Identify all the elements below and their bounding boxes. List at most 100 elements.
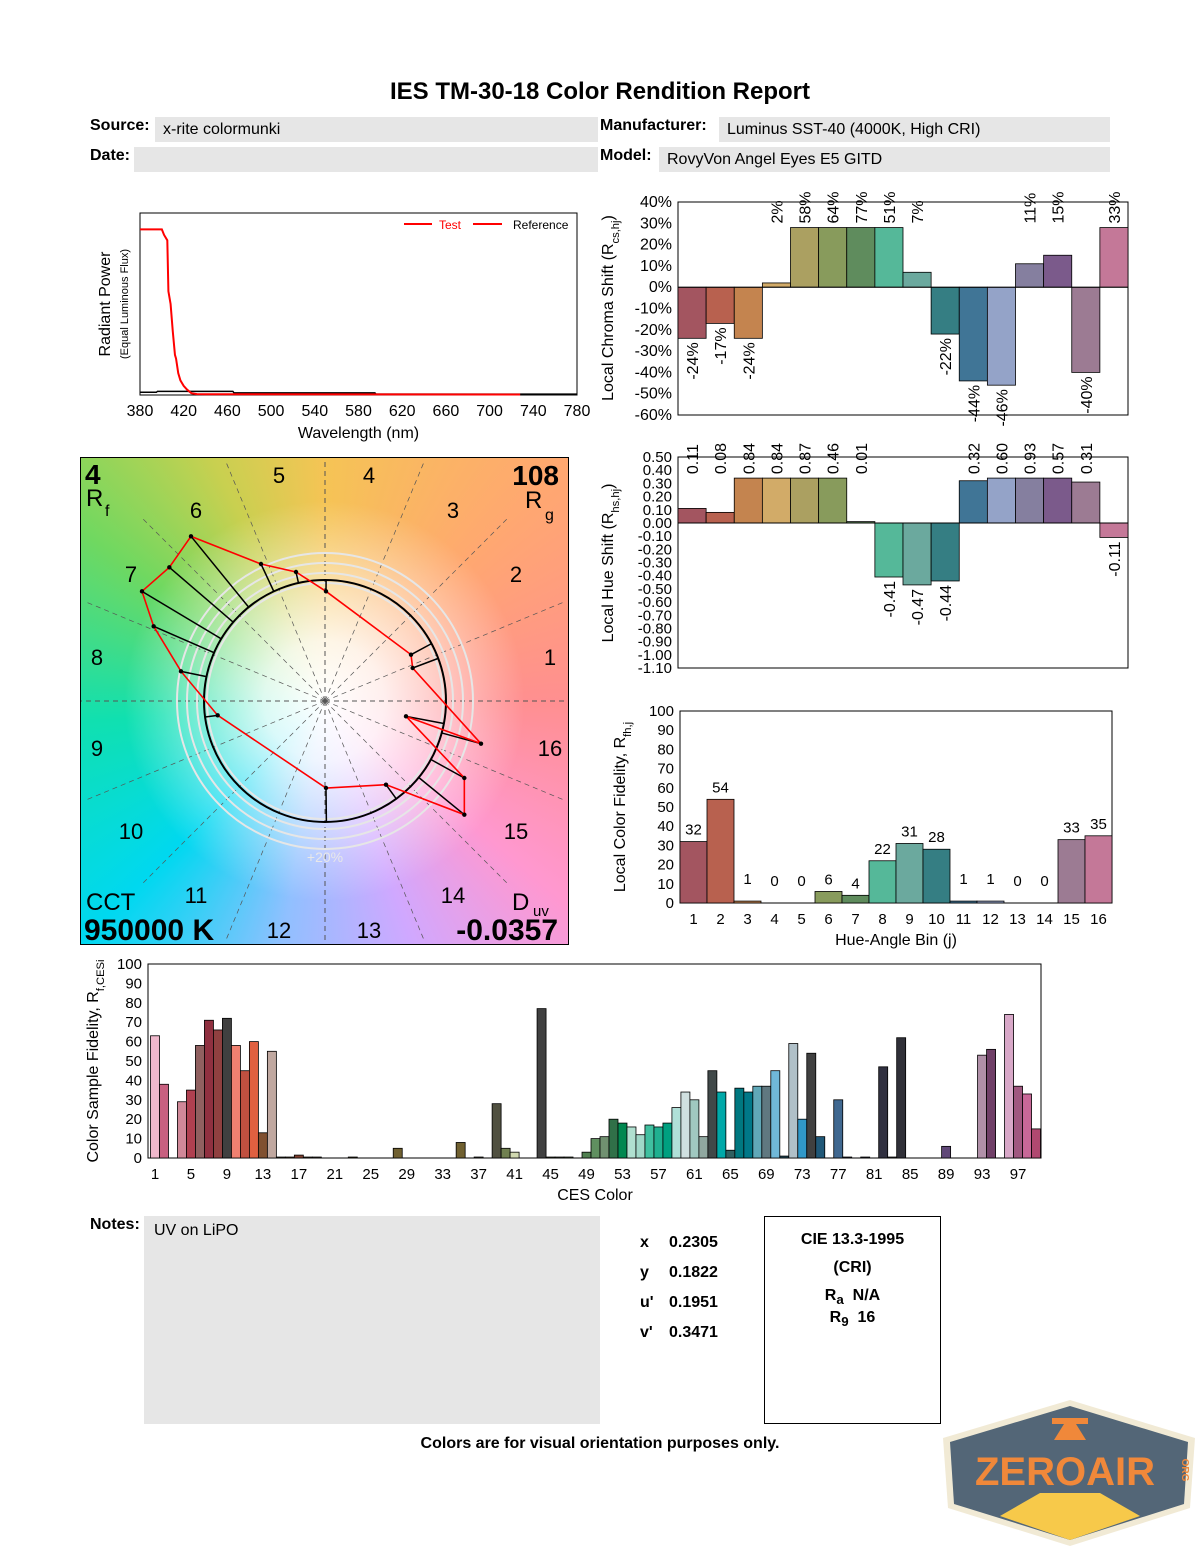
x-tick-label: 25 (362, 1166, 379, 1183)
bar-value-label: 22 (874, 841, 891, 858)
ces-bar-70 (770, 1070, 781, 1159)
ces-bar-4 (177, 1101, 187, 1159)
bar-bin-16 (1099, 522, 1129, 538)
bar-bin-13 (1015, 263, 1045, 288)
hue-bin-divider (324, 460, 425, 702)
source-field: x-rite colormunki (155, 117, 598, 142)
test-point (383, 782, 389, 787)
x-tick-label: 17 (290, 1166, 307, 1183)
x-tick-label: 13 (255, 1166, 272, 1183)
ces-bar-54 (626, 1126, 637, 1159)
bar-value-label: 0.01 (854, 443, 871, 474)
shift-arrow (410, 642, 432, 656)
shift-arrow (190, 535, 250, 608)
plot-frame (677, 456, 1129, 669)
bar-value-label: 31 (901, 823, 918, 840)
bar-bin-1 (679, 841, 708, 904)
y-tick-label: 100 (117, 956, 142, 973)
test-point (293, 569, 299, 575)
x-axis-label: Hue-Angle Bin (j) (835, 932, 957, 949)
bar-value-label: 0.60 (994, 443, 1011, 474)
x-tick-label: 16 (1090, 911, 1107, 928)
y-tick-label: 60 (125, 1034, 142, 1051)
manufacturer-field: Luminus SST-40 (4000K, High CRI) (719, 117, 1110, 142)
y-tick-label: -1.10 (638, 660, 672, 677)
legend-label-test: Test (439, 218, 462, 232)
ces-bar-51 (599, 1136, 610, 1159)
ces-bar-14 (266, 1050, 277, 1159)
bar-value-label: 1 (743, 871, 751, 888)
watermark-emblem-icon (1052, 1418, 1088, 1440)
x-tick-label: 57 (650, 1166, 667, 1183)
bar-bin-4 (761, 477, 791, 524)
cri-box: CIE 13.3-1995 (CRI) Ra N/A R9 16 (764, 1216, 941, 1424)
y-tick-label: 70 (657, 761, 674, 778)
hue-bin-divider (324, 601, 566, 702)
notes-box: UV on LiPO (144, 1216, 600, 1424)
model-label: Model: (600, 147, 652, 164)
x-axis-label: CES Color (557, 1187, 633, 1204)
bar-value-label: 11% (1023, 193, 1040, 224)
y-tick-label: 0.40 (643, 462, 672, 479)
bar-bin-5 (790, 477, 820, 524)
x-tick-label: 1 (151, 1166, 159, 1183)
ces-bar-66 (734, 1087, 745, 1159)
shift-arrow (180, 670, 207, 678)
bar-value-label: 0.46 (826, 443, 843, 474)
bar-bin-4 (761, 282, 791, 288)
test-point (151, 624, 156, 629)
bar-bin-8 (874, 227, 904, 288)
ces-bar-63 (707, 1070, 718, 1159)
x-tick-label: 580 (345, 403, 372, 420)
local-chroma-shift-chart: 40% 30% 20% 10% 0% -10% -20% -30% -40% -50% -60% -2… (600, 192, 1129, 427)
y-tick-label: -0.30 (638, 555, 672, 572)
ces-bar-75 (815, 1136, 826, 1159)
hue-bin-number: 3 (447, 498, 459, 523)
notes-text: UV on LiPO (154, 1222, 239, 1239)
page-title: IES TM-30-18 Color Rendition Report (389, 78, 811, 105)
y-tick-label: -0.40 (638, 568, 672, 585)
ces-bar-64 (716, 1091, 727, 1159)
hue-bin-divider (225, 700, 326, 942)
bar-bin-11 (949, 900, 978, 904)
y-tick-label: -0.50 (638, 581, 672, 598)
hue-bin-number: 14 (441, 883, 465, 908)
watermark-suffix: ORG (1179, 1459, 1190, 1482)
y-tick-label: 90 (125, 975, 142, 992)
y-tick-label: 0.00 (643, 515, 672, 532)
hue-bin-number: 12 (267, 918, 291, 943)
hue-bin-number: 11 (185, 883, 208, 908)
bar-bin-12 (986, 477, 1016, 524)
rg-label: R (525, 487, 542, 514)
y-tick-label: 80 (125, 995, 142, 1012)
shift-arrow (168, 566, 234, 623)
x-tick-label: 420 (170, 403, 197, 420)
ces-bar-8 (213, 1029, 223, 1159)
y-axis-label: Color Sample Fidelity, Rf,CESi (85, 959, 107, 1162)
ces-bar-40 (500, 1147, 511, 1159)
y-tick-label: 0% (649, 279, 672, 296)
ring-label: +20% (307, 849, 343, 865)
x-tick-label: 11 (956, 911, 972, 928)
chromaticity-row: y 0.1822 (640, 1264, 718, 1294)
y-tick-label: -0.80 (638, 620, 672, 637)
bar-bin-3 (733, 900, 762, 904)
bar-value-label: -0.47 (910, 589, 927, 626)
series-line-test (140, 228, 521, 396)
y-tick-label: 70 (125, 1014, 142, 1031)
bar-value-label: 54 (712, 779, 729, 796)
y-tick-label: -60% (635, 407, 672, 424)
shift-arrow (405, 715, 445, 725)
bar-bin-13 (1015, 477, 1045, 524)
ces-bar-12 (248, 1041, 259, 1159)
y-tick-label: -50% (635, 386, 672, 403)
shift-arrow (412, 657, 439, 669)
bar-value-label: -24% (685, 342, 702, 379)
y-tick-label: -40% (635, 364, 672, 381)
test-point (139, 589, 145, 594)
x-tick-label: 13 (1009, 911, 1026, 928)
y-tick-label: 10 (657, 876, 674, 893)
hue-bin-divider (324, 700, 425, 942)
ces-bar-50 (590, 1138, 601, 1159)
y-tick-label: -0.90 (638, 634, 672, 651)
